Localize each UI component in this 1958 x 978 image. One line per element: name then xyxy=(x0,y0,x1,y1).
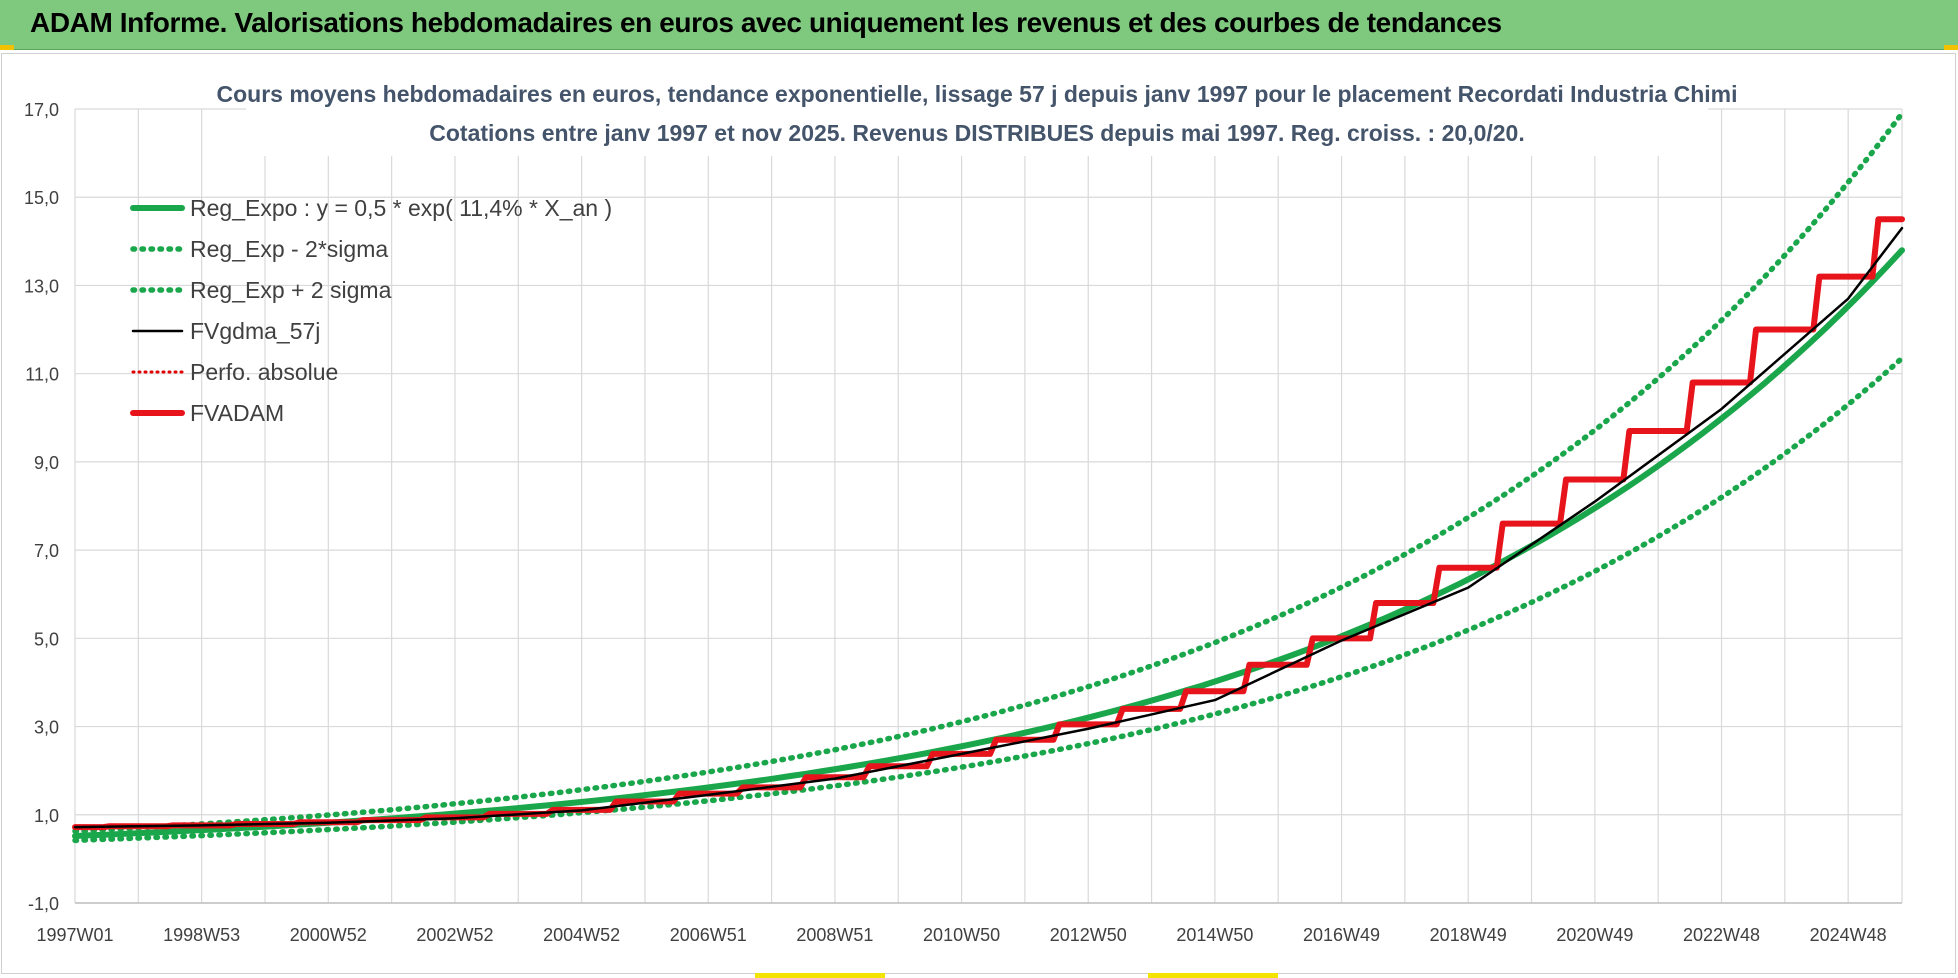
series-line-3 xyxy=(73,226,1904,829)
legend-label: Reg_Exp + 2 sigma xyxy=(190,277,392,303)
x-tick-label: 2014W50 xyxy=(1176,925,1253,945)
y-tick-label: 3,0 xyxy=(34,718,59,738)
y-tick-label: 5,0 xyxy=(34,629,59,649)
x-tick-label: 2024W48 xyxy=(1810,925,1887,945)
x-tick-label: 2000W52 xyxy=(290,925,367,945)
x-tick-label: 2006W51 xyxy=(670,925,747,945)
x-tick-label: 2010W50 xyxy=(923,925,1000,945)
chart-title: Cours moyens hebdomadaires en euros, ten… xyxy=(216,81,1737,107)
corner-accent-left xyxy=(0,45,14,50)
series-line-1 xyxy=(72,355,1905,844)
y-tick-label: 9,0 xyxy=(34,453,59,473)
y-tick-label: 1,0 xyxy=(34,806,59,826)
y-tick-label: 7,0 xyxy=(34,541,59,561)
x-tick-label: 1997W01 xyxy=(36,925,113,945)
legend-label: Perfo. absolue xyxy=(190,359,338,385)
legend-label: Reg_Exp - 2*sigma xyxy=(190,236,388,262)
y-tick-label: 15,0 xyxy=(24,188,59,208)
y-tick-label: -1,0 xyxy=(28,894,59,914)
x-tick-label: 2018W49 xyxy=(1430,925,1507,945)
y-tick-label: 13,0 xyxy=(24,276,59,296)
x-tick-label: 2002W52 xyxy=(416,925,493,945)
x-tick-label: 2016W49 xyxy=(1303,925,1380,945)
chart-legend: Reg_Expo : y = 0,5 * exp( 11,4% * X_an )… xyxy=(130,195,612,426)
y-tick-label: 11,0 xyxy=(25,365,59,385)
legend-label: FVgdma_57j xyxy=(190,318,320,344)
series-line-5 xyxy=(72,216,1905,831)
corner-accent-right xyxy=(1944,45,1958,50)
bottom-accent-2 xyxy=(1148,973,1278,978)
x-tick-label: 2012W50 xyxy=(1050,925,1127,945)
x-tick-label: 2020W49 xyxy=(1556,925,1633,945)
x-tick-label: 2004W52 xyxy=(543,925,620,945)
x-tick-label: 1998W53 xyxy=(163,925,240,945)
x-tick-label: 2008W51 xyxy=(796,925,873,945)
report-title: ADAM Informe. Valorisations hebdomadaire… xyxy=(30,7,1502,38)
legend-label: FVADAM xyxy=(190,400,284,426)
legend-label: Reg_Expo : y = 0,5 * exp( 11,4% * X_an ) xyxy=(190,195,612,221)
chart-subtitle: Cotations entre janv 1997 et nov 2025. R… xyxy=(429,120,1525,146)
series-line-2 xyxy=(72,110,1905,834)
x-tick-label: 2022W48 xyxy=(1683,925,1760,945)
bottom-accent-1 xyxy=(755,973,885,978)
report-header: ADAM Informe. Valorisations hebdomadaire… xyxy=(0,0,1958,50)
y-tick-label: 17,0 xyxy=(24,100,59,120)
